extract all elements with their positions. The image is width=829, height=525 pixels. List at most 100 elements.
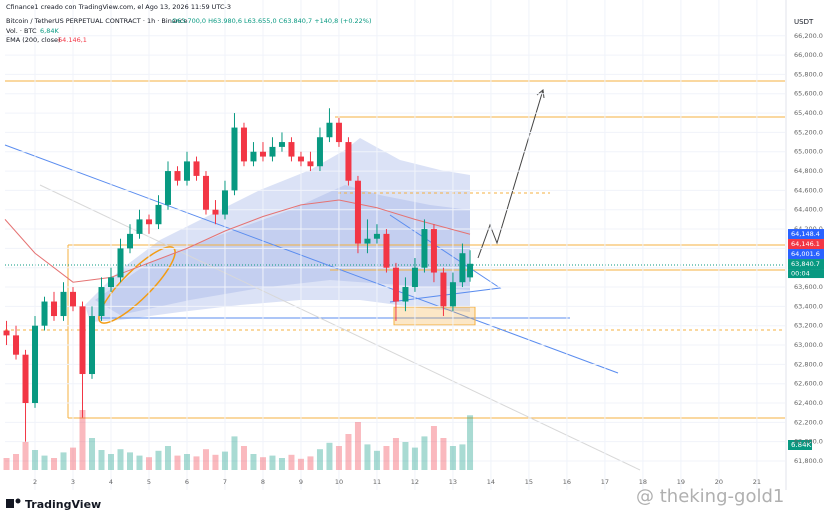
x-tick-label: 10 xyxy=(335,478,343,486)
candle-body xyxy=(288,142,295,157)
candle-body xyxy=(440,272,447,307)
volume-bar xyxy=(288,454,295,470)
volume-bar xyxy=(174,455,181,470)
volume-bar xyxy=(212,454,219,470)
candle-body xyxy=(155,204,162,225)
y-unit: USDT xyxy=(794,18,814,26)
volume-profile-area xyxy=(85,138,470,322)
candle-body xyxy=(136,219,143,234)
y-tick-label: 63,600.0 xyxy=(794,283,823,291)
x-tick-label: 11 xyxy=(373,478,381,486)
x-tick-label: 12 xyxy=(411,478,419,486)
candle-body xyxy=(307,161,314,167)
candle-body xyxy=(79,306,86,375)
chart-title: Bitcoin / TetherUS PERPETUAL CONTRACT · … xyxy=(6,17,188,25)
volume-bar xyxy=(421,436,428,470)
candle-body xyxy=(449,282,456,307)
volume-legend: Vol. · BTC xyxy=(6,27,37,35)
price-label-box xyxy=(788,239,824,250)
candle-body xyxy=(354,180,361,244)
candle-body xyxy=(467,263,474,278)
candle-body xyxy=(126,233,133,249)
x-tick-label: 17 xyxy=(601,478,609,486)
candle-body xyxy=(117,248,124,278)
candle-body xyxy=(70,291,77,307)
volume-bar xyxy=(316,449,323,470)
y-tick-label: 66,200.0 xyxy=(794,32,823,40)
candle-body xyxy=(41,301,48,326)
volume-bar xyxy=(221,451,228,470)
volume-bar xyxy=(345,434,352,470)
candle-body xyxy=(193,161,200,176)
volume-bar xyxy=(307,456,314,470)
volume-bar xyxy=(259,457,266,470)
volume-bar xyxy=(3,458,10,470)
candle-body xyxy=(459,253,466,283)
projection-arrow xyxy=(477,89,544,259)
y-tick-label: 62,400.0 xyxy=(794,399,823,407)
candle-body xyxy=(373,233,380,239)
volume-bar xyxy=(79,410,86,470)
candle-body xyxy=(383,233,390,268)
candle-body xyxy=(430,229,437,273)
y-tick-label: 64,800.0 xyxy=(794,167,823,175)
countdown-box xyxy=(788,269,824,279)
volume-bar xyxy=(145,457,152,470)
volume-bar xyxy=(51,458,58,470)
x-tick-label: 4 xyxy=(109,478,113,486)
volume-bar xyxy=(70,447,77,470)
candle-body xyxy=(269,146,276,157)
volume-bar xyxy=(240,446,247,470)
brand: TradingView xyxy=(25,498,101,511)
volume-profile-inner xyxy=(95,185,470,315)
y-tick-label: 65,800.0 xyxy=(794,70,823,78)
candle-body xyxy=(297,156,304,162)
ema-legend: EMA (200, close) xyxy=(6,36,61,44)
attribution: Cfinance1 creado con TradingView.com, el… xyxy=(6,3,231,11)
y-tick-label: 65,600.0 xyxy=(794,90,823,98)
ema-legend-value: 64.146,1 xyxy=(58,36,87,44)
candle-body xyxy=(278,142,285,147)
x-tick-label: 14 xyxy=(487,478,495,486)
volume-bar xyxy=(155,450,162,470)
y-tick-label: 65,200.0 xyxy=(794,128,823,136)
y-tick-label: 62,600.0 xyxy=(794,380,823,388)
volume-bar xyxy=(136,455,143,470)
volume-bar xyxy=(383,446,390,470)
volume-bar xyxy=(269,455,276,470)
volume-bar xyxy=(202,449,209,470)
y-tick-label: 65,000.0 xyxy=(794,148,823,156)
volume-label: 6.84K xyxy=(791,441,812,449)
candle-body xyxy=(231,127,238,191)
x-tick-label: 20 xyxy=(715,478,723,486)
candle-body xyxy=(164,171,171,205)
candle-body xyxy=(392,267,399,302)
y-tick-label: 64,400.0 xyxy=(794,206,823,214)
candle-body xyxy=(316,137,323,167)
candle-body xyxy=(145,219,152,225)
volume-label-box xyxy=(788,440,812,450)
price-label: 64,001.6 xyxy=(791,250,820,258)
candle-body xyxy=(335,122,342,143)
volume-bar xyxy=(13,454,20,470)
y-tick-label: 62,200.0 xyxy=(794,418,823,426)
ohlc-legend: O63.700,0 H63.980,6 L63.655,0 C63.840,7 … xyxy=(172,17,372,25)
price-label: 64,146.1 xyxy=(791,240,820,248)
x-tick-label: 16 xyxy=(563,478,571,486)
volume-bar xyxy=(98,450,105,470)
volume-bar xyxy=(411,447,418,470)
volume-bar xyxy=(440,438,447,470)
y-tick-label: 62,800.0 xyxy=(794,360,823,368)
volume-bar xyxy=(449,446,456,470)
candle-body xyxy=(22,354,29,404)
candle-body xyxy=(108,277,115,288)
x-tick-label: 18 xyxy=(639,478,647,486)
candle-body xyxy=(51,301,58,317)
candle-body xyxy=(240,127,247,162)
candle-body xyxy=(3,330,10,336)
drawings xyxy=(4,80,785,471)
watermark: @ theking-gold1 xyxy=(636,486,784,507)
trend-line xyxy=(4,144,619,374)
plot xyxy=(3,0,785,490)
y-tick-label: 62,000.0 xyxy=(794,438,823,446)
